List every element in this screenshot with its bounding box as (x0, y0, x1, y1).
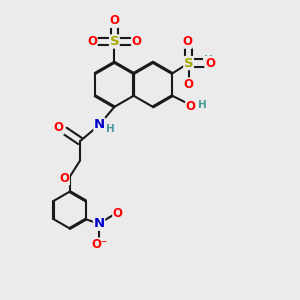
Text: O: O (109, 14, 119, 27)
Text: O: O (113, 207, 123, 220)
Text: O: O (132, 35, 142, 48)
Text: S: S (184, 57, 194, 70)
Text: H: H (198, 100, 206, 110)
Text: O: O (59, 172, 69, 185)
Text: O: O (205, 57, 215, 70)
Text: H: H (203, 55, 212, 65)
Text: O: O (87, 35, 97, 48)
Text: O: O (186, 100, 196, 113)
Text: H: H (109, 17, 117, 27)
Text: S: S (110, 35, 119, 48)
Text: H: H (106, 124, 115, 134)
Text: O: O (184, 78, 194, 91)
Text: N: N (94, 217, 105, 230)
Text: O⁻: O⁻ (91, 238, 107, 251)
Text: O: O (182, 35, 192, 48)
Text: O: O (54, 121, 64, 134)
Text: N: N (94, 118, 105, 131)
